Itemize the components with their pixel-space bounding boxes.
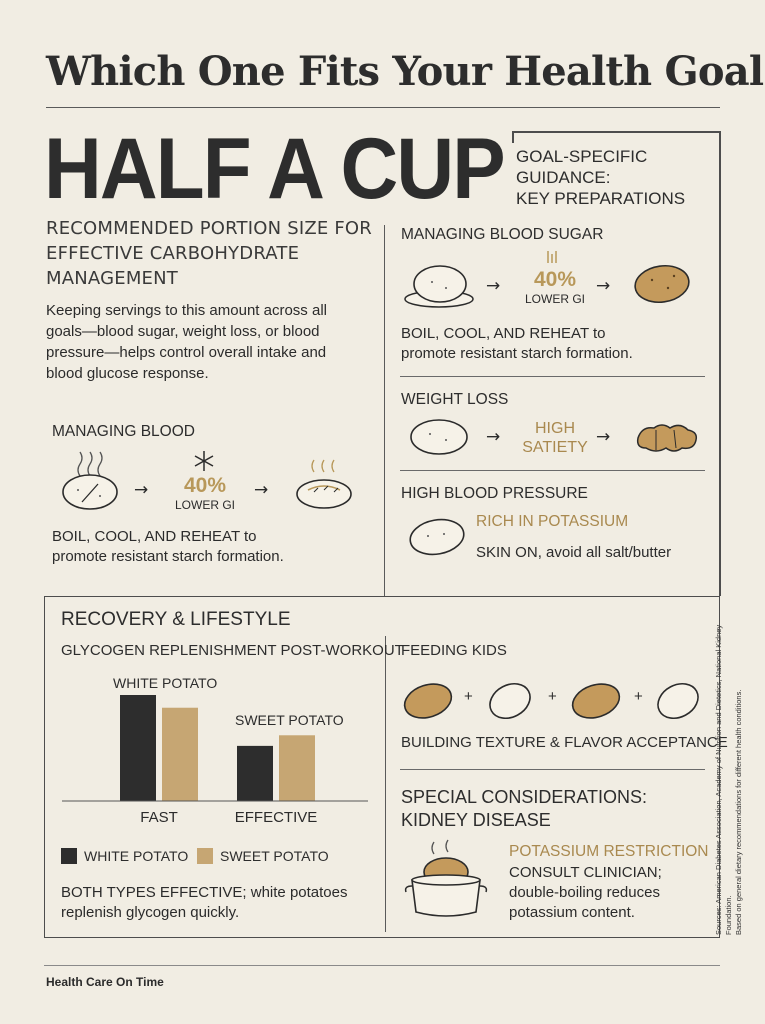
potato-icon: [410, 419, 468, 455]
potato-chunks-icon: [636, 424, 698, 452]
recovery-note-rest: ; white potatoes: [242, 884, 348, 901]
sources-note: Sources: American Diabetes Association, …: [714, 615, 744, 935]
brown-potato-icon: [571, 683, 621, 719]
bar-white-potato-effective: [237, 745, 273, 801]
guidance-border-top: [512, 131, 720, 133]
legend-sweet: SWEET POTATO: [220, 848, 329, 864]
kidney-note: CONSULT CLINICIAN; double-boiling reduce…: [509, 863, 709, 923]
recovery-note: BOTH TYPES EFFECTIVE; white potatoes rep…: [61, 883, 371, 923]
kidney-heading-line2: KIDNEY DISEASE: [401, 810, 551, 830]
blood-sugar-note-line2: promote resistant starch formation.: [401, 345, 633, 362]
category-label-fast: FAST: [140, 809, 178, 826]
blood-sugar-heading: MANAGING BLOOD SUGAR: [401, 226, 604, 243]
left-blood-note: BOIL, COOL, AND REHEAT to promote resist…: [52, 527, 352, 567]
bp-note-bold: SKIN ON: [476, 544, 538, 561]
title-divider: [46, 107, 720, 108]
arrow-icon: →: [596, 276, 611, 296]
guidance-title: GOAL-SPECIFIC GUIDANCE: KEY PREPARATIONS: [516, 146, 685, 209]
weight-loss-heading: WEIGHT LOSS: [401, 391, 509, 408]
page-title: Which One Fits Your Health Goal: [46, 48, 764, 95]
chart-title: GLYCOGEN REPLENISHMENT POST-WORKOUT: [61, 642, 404, 659]
satiety-line2: SATIETY: [522, 439, 588, 456]
guidance-title-line2: GUIDANCE:: [516, 168, 611, 187]
plus-sign: +: [634, 688, 643, 705]
bar-label-sweet: SWEET POTATO: [235, 712, 344, 728]
kidney-note-line1: CONSULT CLINICIAN;: [509, 864, 662, 881]
kidney-highlight: POTASSIUM RESTRICTION: [509, 843, 709, 860]
satiety-label: HIGH SATIETY: [520, 419, 590, 457]
section-divider: [400, 769, 705, 770]
bar-sweet-potato-effective: [279, 735, 315, 801]
footer-divider: [44, 965, 720, 966]
arrow-icon: →: [254, 480, 269, 500]
bp-note-rest: , avoid all salt/butter: [537, 544, 672, 561]
bar-label-white: WHITE POTATO: [113, 675, 218, 691]
plus-sign: +: [548, 688, 557, 705]
kidney-note-line3: potassium content.: [509, 904, 635, 921]
potato-sequence-icons: [403, 682, 699, 720]
cooled-potato-plate-icon: [404, 265, 474, 308]
blood-sugar-note-bold: BOIL, COOL, AND REHEAT: [401, 325, 589, 342]
blood-sugar-percent: 40%: [533, 268, 577, 291]
pale-potato-icon: [489, 682, 531, 720]
hero-headline: HALF A CUP: [44, 121, 506, 217]
legend-swatch-white: [61, 848, 77, 864]
guidance-border-left-tick: [512, 131, 514, 143]
left-percent: 40%: [183, 474, 227, 497]
footer-brand: Health Care On Time: [46, 975, 164, 989]
arrow-icon: →: [486, 276, 501, 296]
legend-white: WHITE POTATO: [84, 848, 189, 864]
portion-body: Keeping servings to this amount across a…: [46, 302, 327, 382]
kids-caption: BUILDING TEXTURE & FLAVOR ACCEPTANCE: [401, 734, 728, 751]
blood-sugar-note: BOIL, COOL, AND REHEAT to promote resist…: [401, 324, 701, 364]
arrow-icon: →: [134, 480, 149, 500]
recovery-divider: [385, 636, 386, 932]
legend-swatch-sweet: [197, 848, 213, 864]
blood-pressure-note: SKIN ON, avoid all salt/butter: [476, 543, 671, 563]
recovery-note-bold: BOTH TYPES EFFECTIVE: [61, 884, 243, 901]
kidney-heading-line1: SPECIAL CONSIDERATIONS:: [401, 787, 648, 807]
recovery-box: [44, 596, 720, 938]
left-blood-heading: MANAGING BLOOD: [52, 423, 195, 440]
portion-subheading: RECOMMENDED PORTION SIZE FOR EFFECTIVE C…: [46, 218, 372, 289]
arrow-icon: →: [596, 427, 611, 447]
left-note-bold: BOIL, COOL, AND REHEAT: [52, 528, 240, 545]
brown-potato-icon: [634, 264, 690, 304]
kidney-heading: SPECIAL CONSIDERATIONS: KIDNEY DISEASE: [401, 786, 647, 832]
potato-icon: [409, 518, 465, 556]
left-lower-gi: LOWER GI: [174, 498, 235, 512]
plus-sign: +: [464, 688, 473, 705]
snowflake-icon: [194, 451, 214, 471]
blood-sugar-note-rest: to: [588, 325, 606, 342]
guidance-title-line1: GOAL-SPECIFIC: [516, 147, 648, 166]
sources-line1: Sources: American Diabetes Association, …: [714, 624, 733, 935]
cooking-pot-icon: [404, 839, 488, 917]
sources-line2: Based on general dietary recommendations…: [734, 689, 743, 935]
guidance-border-right: [719, 131, 721, 596]
category-label-effective: EFFECTIVE: [235, 809, 318, 826]
section-divider: [400, 376, 705, 377]
left-note-line2: promote resistant starch formation.: [52, 548, 284, 565]
guidance-divider: [384, 225, 385, 597]
kids-heading: FEEDING KIDS: [401, 642, 507, 659]
decrease-icon: [547, 251, 557, 263]
glycogen-chart: FAST EFFECTIVE: [62, 695, 368, 826]
guidance-title-line3: KEY PREPARATIONS: [516, 189, 686, 208]
blood-pressure-heading: HIGH BLOOD PRESSURE: [401, 485, 588, 502]
left-note-rest: to: [239, 528, 257, 545]
recovery-heading: RECOVERY & LIFESTYLE: [61, 609, 291, 630]
recovery-note-line2: replenish glycogen quickly.: [61, 904, 240, 921]
brown-potato-icon: [403, 683, 453, 719]
boiled-potato-icon: [62, 451, 118, 510]
satiety-line1: HIGH: [535, 420, 575, 437]
arrow-icon: →: [486, 427, 501, 447]
kidney-note-line2: double-boiling reduces: [509, 884, 660, 901]
bar-sweet-potato-fast: [162, 707, 198, 801]
section-divider: [400, 470, 705, 471]
reheated-potato-icon: [296, 459, 352, 509]
pale-potato-icon: [657, 682, 699, 720]
blood-sugar-lower-gi: LOWER GI: [524, 292, 585, 306]
bar-white-potato-fast: [120, 695, 156, 801]
potassium-highlight: RICH IN POTASSIUM: [476, 513, 629, 530]
